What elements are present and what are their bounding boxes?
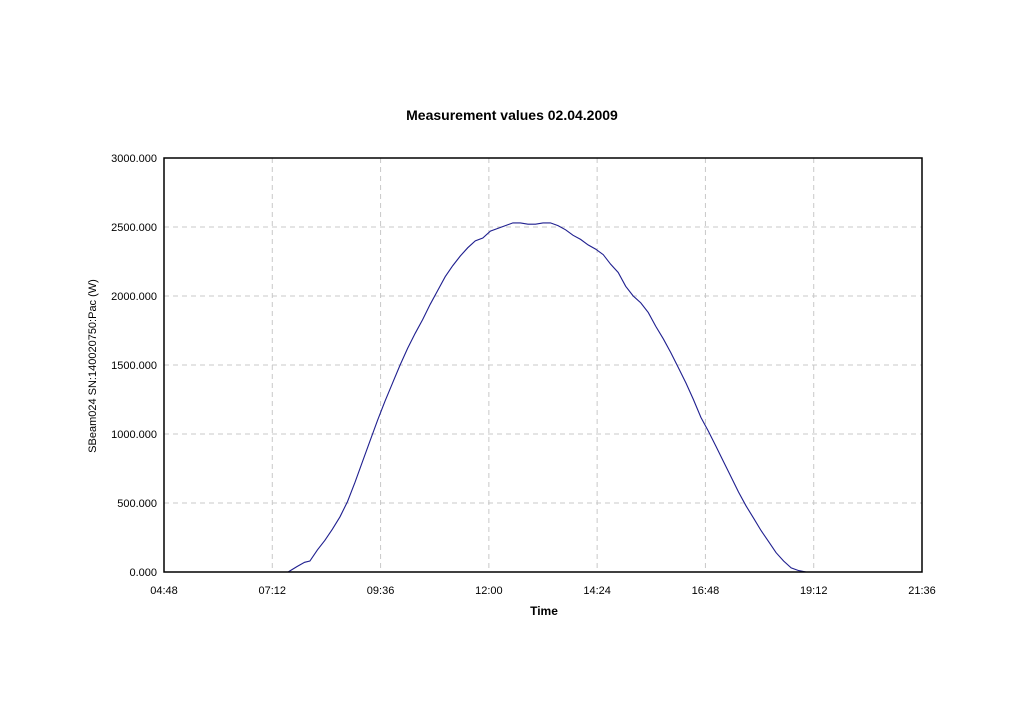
y-tick-label: 2500.000 — [111, 222, 157, 234]
y-tick-label: 500.000 — [117, 498, 157, 510]
chart-title: Measurement values 02.04.2009 — [406, 107, 618, 123]
x-tick-label: 21:36 — [908, 585, 936, 597]
x-tick-label: 19:12 — [800, 585, 828, 597]
x-tick-label: 09:36 — [367, 585, 395, 597]
x-axis-ticks: 04:48 07:12 09:36 12:00 14:24 16:48 19:12 21:36 — [150, 585, 936, 597]
x-tick-label: 04:48 — [150, 585, 178, 597]
y-axis-label: SBeam024 SN:140020750:Pac (W) — [87, 279, 99, 453]
x-tick-label: 14:24 — [583, 585, 611, 597]
x-tick-label: 16:48 — [692, 585, 720, 597]
x-tick-label: 07:12 — [259, 585, 287, 597]
grid — [164, 158, 922, 572]
y-tick-label: 0.000 — [129, 567, 157, 579]
y-axis-ticks: 0.000 500.000 1000.000 1500.000 2000.000 2500… — [111, 153, 157, 579]
x-tick-label: 12:00 — [475, 585, 503, 597]
y-tick-label: 2000.000 — [111, 291, 157, 303]
y-tick-label: 3000.000 — [111, 153, 157, 165]
plot-frame — [163, 157, 923, 573]
y-tick-label: 1000.000 — [111, 429, 157, 441]
x-axis-label: Time — [530, 604, 558, 618]
series-line — [287, 222, 850, 573]
y-tick-label: 1500.000 — [111, 360, 157, 372]
